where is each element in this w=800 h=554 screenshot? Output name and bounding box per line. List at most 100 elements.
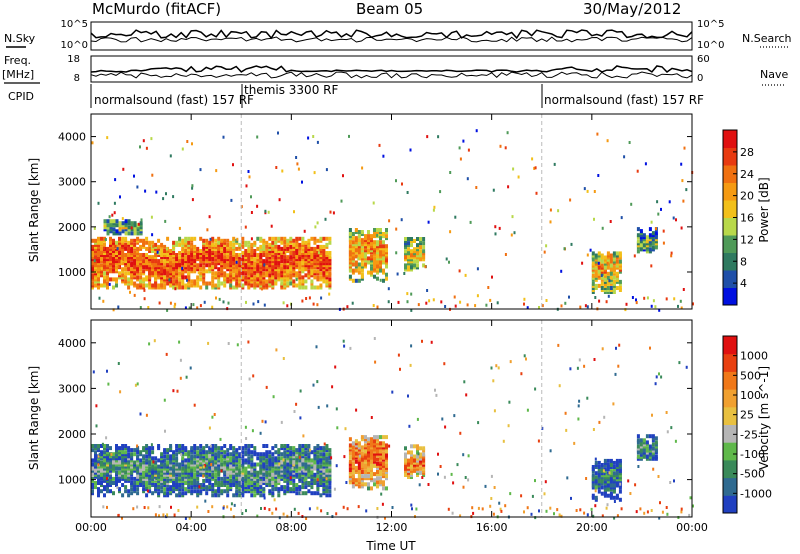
velocity-echo-cell [220,464,224,469]
power-near-range-cell [526,306,529,310]
velocity-echo-cell [360,451,364,456]
velocity-scatter-cell [586,396,589,400]
power-echo-cell [130,267,134,272]
power-echo-cell [319,275,323,280]
power-echo-cell [241,244,245,249]
velocity-echo-cell [184,446,188,451]
power-echo-cell [214,251,218,255]
power-echo-cell [280,246,284,251]
velocity-scatter-cell [272,395,275,399]
freq-right-tick-low: 0 [697,73,703,84]
power-scatter-cell [145,146,148,150]
power-scatter-cell [191,184,194,188]
velocity-echo-cell [154,456,158,461]
power-echo-cell [109,236,112,241]
power-echo-cell [157,261,161,266]
power-echo-cell [181,269,185,274]
velocity-echo-cell [354,459,358,464]
velocity-echo-cell [351,455,355,460]
velocity-echo-cell [178,476,182,481]
time-tick-label: 08:00 [275,521,307,534]
velocity-echo-cell [280,472,284,477]
velocity-echo-cell [404,446,407,451]
power-echo-cell [385,272,388,277]
velocity-echo-cell [163,491,167,496]
power-echo-cell [615,259,619,264]
velocity-echo-cell [416,468,419,473]
power-echo-cell [283,281,287,286]
power-echo-cell [190,283,194,288]
velocity-scatter-cell [298,455,301,459]
velocity-echo-cell [364,455,367,460]
velocity-near-range-cell [147,506,150,510]
velocity-scatter-cell [302,469,305,473]
velocity-echo-cell [316,464,320,469]
velocity-echo-cell [220,481,224,485]
power-echo-cell [214,271,218,276]
velocity-scatter-cell [530,512,533,516]
velocity-scatter-cell [101,442,104,446]
velocity-scatter-cell [170,505,172,509]
velocity-echo-cell [208,446,212,451]
velocity-echo-cell [151,450,155,455]
power-echo-cell [410,249,413,254]
velocity-echo-cell [124,446,128,451]
power-echo-cell [106,231,110,236]
power-echo-cell [130,242,134,247]
velocity-scatter-cell [220,469,223,473]
power-scatter-cell [152,244,155,248]
velocity-echo-cell [187,464,191,469]
power-echo-cell [310,246,314,251]
velocity-near-range-cell [357,505,360,509]
velocity-echo-cell [325,481,329,485]
power-echo-cell [148,246,152,251]
power-echo-cell [250,255,254,260]
power-echo-cell [112,219,116,224]
power-echo-cell [145,255,149,260]
power-echo-cell [642,245,646,250]
power-echo-cell [606,275,610,280]
power-echo-cell [351,268,355,273]
power-echo-cell [328,236,332,241]
power-scatter-cell [426,135,429,139]
velocity-echo-cell [310,464,314,469]
velocity-echo-cell [422,464,426,469]
velocity-echo-cell [618,463,622,467]
velocity-echo-cell [354,441,358,446]
velocity-echo-cell [169,458,173,463]
power-scatter-cell [424,265,427,269]
power-scatter-cell [584,304,587,308]
power-scatter-cell [388,219,391,223]
velocity-echo-cell [160,458,164,463]
velocity-echo-cell [241,446,245,451]
velocity-echo-cell [157,444,161,448]
velocity-echo-cell [262,464,266,469]
velocity-echo-cell [422,446,426,451]
velocity-echo-cell [178,450,182,455]
velocity-echo-cell [187,460,191,465]
velocity-echo-cell [373,472,376,477]
velocity-scatter-cell [666,512,669,516]
power-scatter-cell [445,257,448,261]
power-echo-cell [193,269,197,274]
power-echo-cell [322,255,326,260]
velocity-echo-cell [316,446,320,451]
velocity-near-range-cell [538,509,540,513]
power-echo-cell [214,242,218,247]
power-echo-cell [130,249,134,253]
velocity-echo-cell [163,454,167,459]
power-echo-cell [127,240,131,245]
power-echo-cell [196,249,200,253]
velocity-echo-cell [229,452,233,457]
power-echo-cell [118,221,122,226]
velocity-echo-cell [154,468,158,473]
power-echo-cell [112,255,115,260]
velocity-echo-cell [232,476,236,481]
velocity-echo-cell [280,464,284,469]
power-echo-cell [118,231,122,236]
velocity-echo-cell [190,481,194,485]
velocity-echo-cell [265,458,269,463]
velocity-echo-cell [145,454,149,459]
velocity-echo-cell [247,485,251,490]
velocity-near-range-cell [293,507,296,511]
